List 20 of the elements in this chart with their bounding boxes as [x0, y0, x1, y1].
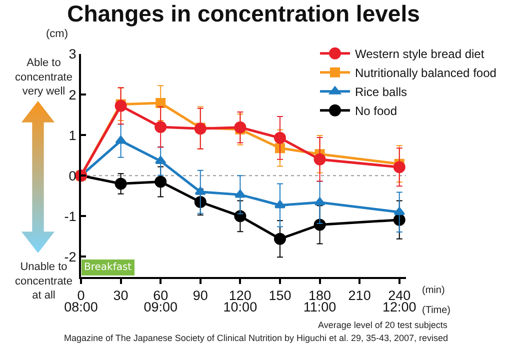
legend-label: Rice balls	[355, 85, 408, 100]
x2-axis-title: (Time)	[422, 305, 451, 316]
x-tick-label: 150	[268, 288, 292, 304]
x2-tick-label: 08:00	[64, 300, 98, 314]
x-axis-title: (min)	[422, 285, 445, 296]
text: Average level of 20 test subjects	[318, 320, 448, 330]
y-tick-label: 0	[68, 168, 76, 184]
text: Magazine of The Japanese Society of Clinical Nutrition by Higuchi et al. 29, 35-43, 2007, revised	[64, 333, 448, 343]
legend-label: Western style bread diet	[355, 47, 485, 62]
y-tick-label: 1	[68, 128, 76, 143]
x-tick-label: 210	[348, 288, 371, 304]
annotation: Breakfast	[84, 262, 132, 273]
y-axis-title: (cm)	[46, 28, 68, 40]
y-tick-label: 3	[68, 46, 76, 62]
legend-label: Nutritionally balanced food	[355, 66, 496, 80]
legend-label: No food	[355, 104, 398, 118]
x-tick-label: 90	[192, 288, 208, 304]
y-tick-label: -1	[64, 208, 76, 224]
x-tick-label: 30	[113, 288, 128, 304]
chart-title: Changes in concentration levels	[67, 0, 420, 26]
